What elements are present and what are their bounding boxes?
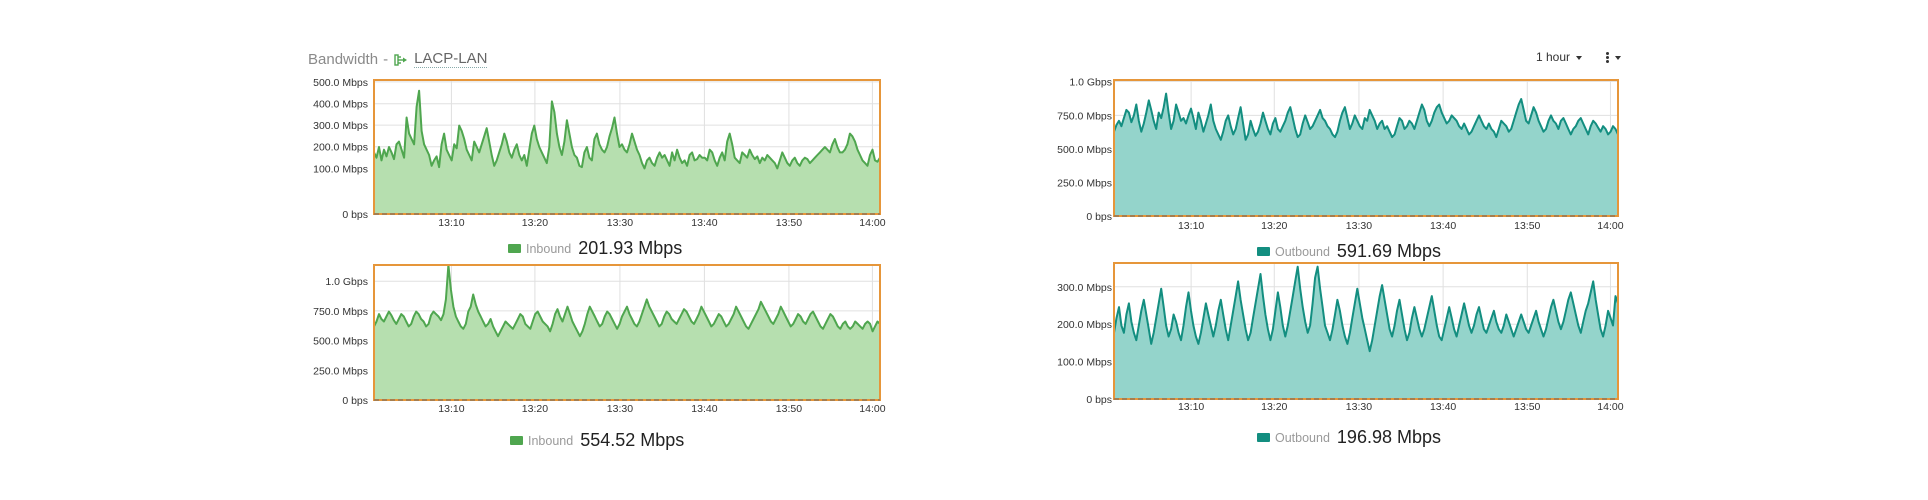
- legend-inbound[interactable]: Inbound 554.52 Mbps: [510, 430, 684, 451]
- kebab-menu-icon: [1606, 51, 1609, 64]
- outbound-chart-panel: [1074, 75, 1624, 265]
- legend-label: Outbound: [1275, 244, 1330, 259]
- legend-swatch: [508, 244, 521, 253]
- legend-label: Inbound: [528, 433, 574, 448]
- inbound-chart-panel: [300, 75, 900, 265]
- time-range-dropdown[interactable]: 1 hour: [1536, 50, 1583, 64]
- chart-header: Bandwidth - LACP-LAN: [308, 50, 488, 68]
- title-separator: -: [383, 50, 389, 68]
- legend-value: 196.98 Mbps: [1336, 427, 1441, 447]
- chevron-down-icon: [1615, 55, 1622, 60]
- legend-label: Outbound: [1275, 430, 1330, 445]
- outbound-chart-panel: [1074, 262, 1624, 452]
- legend-value: 554.52 Mbps: [580, 430, 685, 450]
- interface-link[interactable]: LACP-LAN: [414, 50, 488, 68]
- legend-value: 201.93 Mbps: [578, 238, 683, 258]
- chart-options-menu[interactable]: [1606, 50, 1622, 64]
- legend-outbound[interactable]: Outbound 591.69 Mbps: [1257, 241, 1441, 262]
- chevron-down-icon: [1576, 55, 1583, 60]
- inbound-chart-panel: [300, 262, 900, 452]
- legend-inbound[interactable]: Inbound 201.93 Mbps: [508, 238, 682, 259]
- page-title: Bandwidth: [308, 50, 379, 68]
- network-interface-icon: [394, 53, 408, 66]
- legend-outbound[interactable]: Outbound 196.98 Mbps: [1257, 427, 1441, 448]
- legend-label: Inbound: [526, 241, 572, 256]
- legend-value: 591.69 Mbps: [1336, 241, 1441, 261]
- legend-swatch: [1257, 247, 1270, 256]
- legend-swatch: [510, 436, 523, 445]
- time-range-label: 1 hour: [1536, 50, 1571, 64]
- legend-swatch: [1257, 433, 1270, 442]
